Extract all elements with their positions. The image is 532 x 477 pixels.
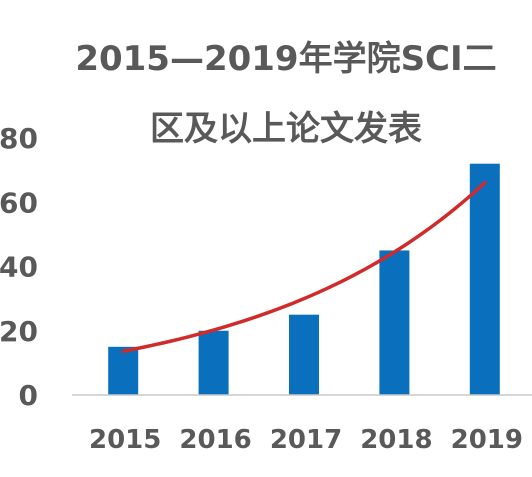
y-axis-ticks: 0 20 40 60 80: [0, 122, 38, 412]
y-tick-label: 0: [19, 379, 38, 412]
trendline: [121, 180, 487, 353]
chart-title-line-1: 2015—2019年学院SCI二: [75, 39, 496, 79]
x-tick-label: 2016: [179, 425, 251, 455]
x-tick-label: 2018: [360, 425, 432, 455]
bar-2017: [289, 314, 319, 395]
chart-title-line-2: 区及以上论文发表: [150, 109, 422, 149]
x-tick-label: 2019: [451, 425, 523, 455]
bars: [108, 163, 500, 395]
bar-2015: [108, 346, 139, 395]
y-tick-label: 80: [0, 122, 38, 155]
bar-2016: [198, 330, 229, 395]
bar-2018: [379, 250, 410, 395]
y-tick-label: 60: [0, 186, 38, 219]
x-tick-label: 2015: [89, 425, 161, 455]
x-axis-ticks: 2015 2016 2017 2018 2019: [89, 425, 523, 455]
y-tick-label: 40: [0, 251, 38, 284]
x-tick-label: 2017: [270, 425, 342, 455]
bar-2019: [469, 163, 500, 395]
y-tick-label: 20: [0, 315, 38, 348]
